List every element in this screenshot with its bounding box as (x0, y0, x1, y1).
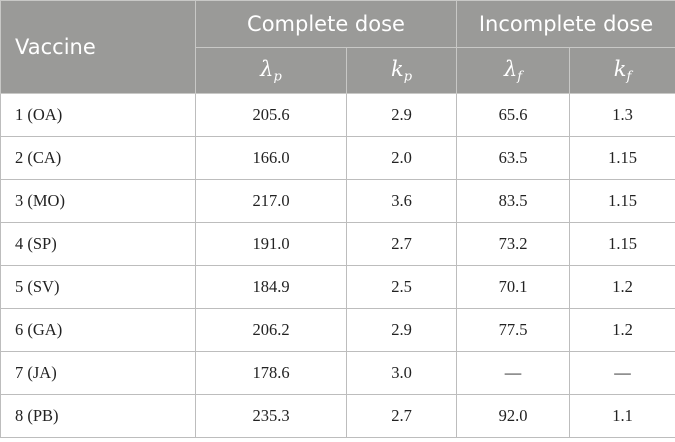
lambda-f-cell: 63.5 (456, 136, 571, 180)
k-f-cell: — (569, 351, 675, 395)
lambda-f-cell: 77.5 (456, 308, 571, 352)
lambda-p-cell: 205.6 (195, 93, 347, 137)
table-row: 1 (OA) 205.6 2.9 65.6 1.3 (0, 93, 675, 137)
k-p-cell: 2.9 (345, 93, 458, 137)
lambda-p-header: λp (195, 47, 347, 94)
lambda-f-cell: 83.5 (456, 179, 571, 223)
lambda-f-cell: 92.0 (456, 394, 571, 438)
lambda-f-cell: 73.2 (456, 222, 571, 266)
lambda-f-cell: 65.6 (456, 93, 571, 137)
lambda-p-cell: 206.2 (195, 308, 347, 352)
k-f-cell: 1.2 (569, 265, 675, 309)
table-row: 7 (JA) 178.6 3.0 — — (0, 351, 675, 395)
lambda-f-header: λf (456, 47, 571, 94)
table-row: 6 (GA) 206.2 2.9 77.5 1.2 (0, 308, 675, 352)
lambda-p-cell: 235.3 (195, 394, 347, 438)
k-p-cell: 2.9 (345, 308, 458, 352)
lambda-f-cell: — (456, 351, 571, 395)
table-header: Vaccine Complete dose Incomplete dose λp… (0, 0, 675, 94)
k-f-cell: 1.15 (569, 136, 675, 180)
vaccine-cell: 3 (MO) (0, 179, 196, 223)
vaccine-cell: 8 (PB) (0, 394, 196, 438)
complete-dose-header: Complete dose (194, 0, 458, 48)
k-p-cell: 2.0 (345, 136, 458, 180)
lambda-p-cell: 217.0 (195, 179, 347, 223)
lambda-p-cell: 166.0 (195, 136, 347, 180)
table-row: 3 (MO) 217.0 3.6 83.5 1.15 (0, 179, 675, 223)
k-f-cell: 1.1 (569, 394, 675, 438)
k-p-cell: 3.6 (345, 179, 458, 223)
lambda-p-cell: 178.6 (195, 351, 347, 395)
k-p-header: kp (345, 47, 458, 94)
k-f-cell: 1.2 (569, 308, 675, 352)
vaccine-cell: 4 (SP) (0, 222, 196, 266)
incomplete-dose-header: Incomplete dose (456, 0, 675, 48)
lambda-f-cell: 70.1 (456, 265, 571, 309)
vaccine-cell: 7 (JA) (0, 351, 196, 395)
vaccine-cell: 6 (GA) (0, 308, 196, 352)
table-row: 4 (SP) 191.0 2.7 73.2 1.15 (0, 222, 675, 266)
k-f-cell: 1.15 (569, 222, 675, 266)
table-row: 8 (PB) 235.3 2.7 92.0 1.1 (0, 394, 675, 438)
lambda-p-cell: 191.0 (195, 222, 347, 266)
k-f-header: kf (569, 47, 675, 94)
table-row: 5 (SV) 184.9 2.5 70.1 1.2 (0, 265, 675, 309)
lambda-p-cell: 184.9 (195, 265, 347, 309)
vaccine-cell: 1 (OA) (0, 93, 196, 137)
table-body: 1 (OA) 205.6 2.9 65.6 1.3 2 (CA) 166.0 2… (0, 93, 675, 438)
table-row: 2 (CA) 166.0 2.0 63.5 1.15 (0, 136, 675, 180)
k-f-cell: 1.15 (569, 179, 675, 223)
vaccine-column-header: Vaccine (0, 0, 196, 94)
k-p-cell: 2.7 (345, 394, 458, 438)
vaccine-cell: 2 (CA) (0, 136, 196, 180)
k-p-cell: 3.0 (345, 351, 458, 395)
vaccine-cell: 5 (SV) (0, 265, 196, 309)
k-p-cell: 2.7 (345, 222, 458, 266)
k-f-cell: 1.3 (569, 93, 675, 137)
k-p-cell: 2.5 (345, 265, 458, 309)
